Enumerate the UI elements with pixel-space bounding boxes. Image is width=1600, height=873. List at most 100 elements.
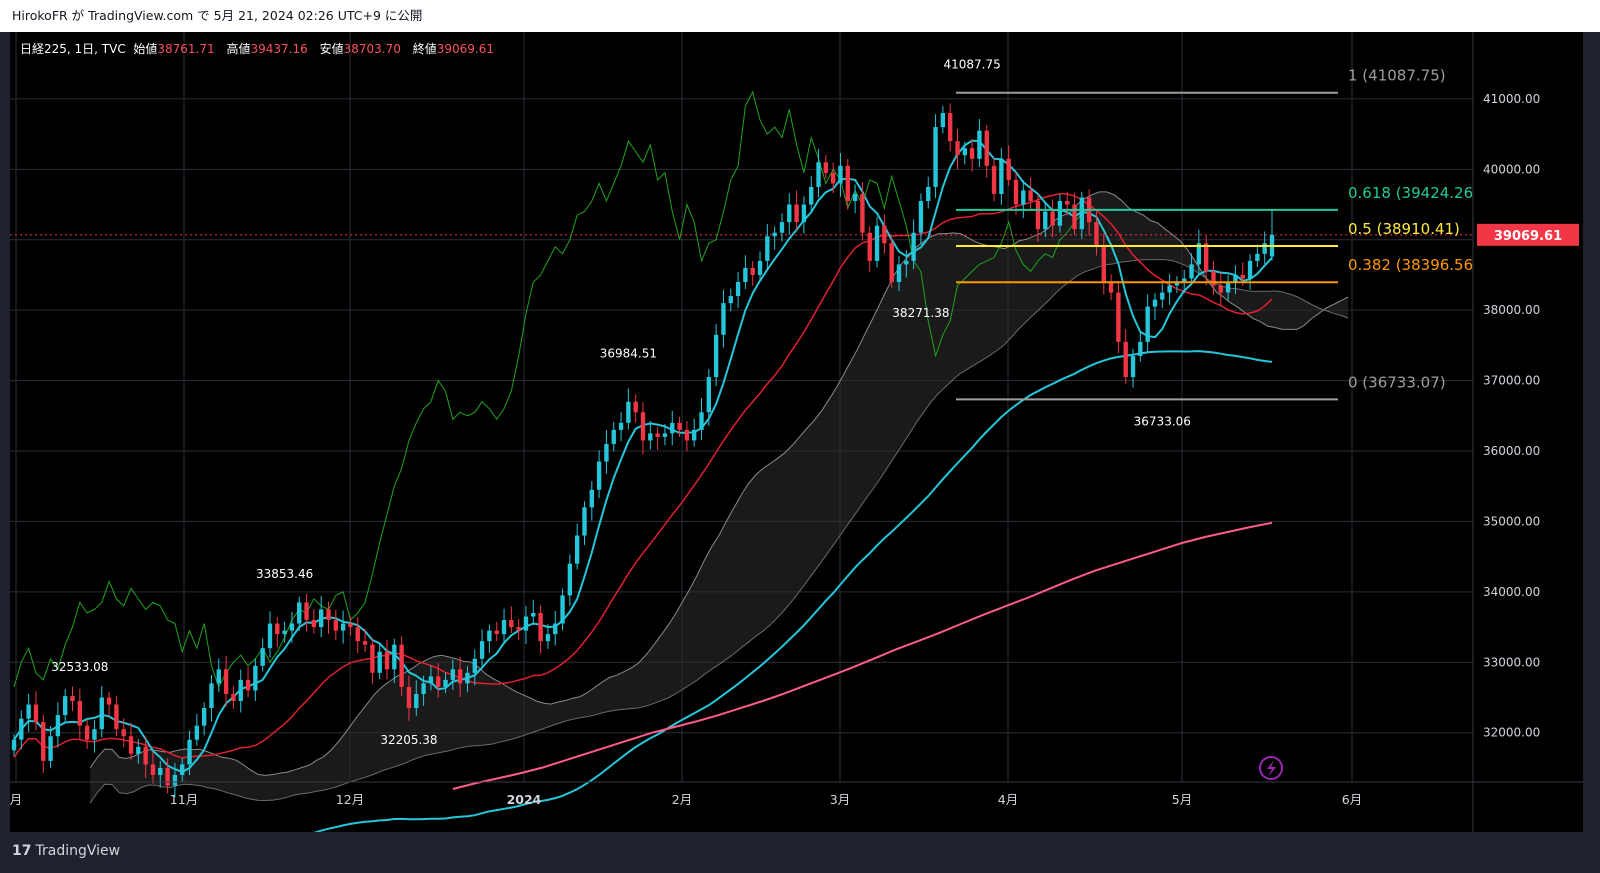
x-tick-label: 6月 (1342, 792, 1362, 807)
candle-body (670, 422, 675, 434)
y-tick-label: 41000.00 (1483, 92, 1540, 106)
chart-area[interactable]: 1 (41087.75) 0.618 (39424.26 0.5 (38910.41… (10, 32, 1583, 868)
candle-body (443, 679, 448, 687)
candle-body (655, 433, 660, 437)
candle-body (77, 701, 83, 726)
candle-body (560, 595, 565, 624)
candle-body (684, 429, 690, 441)
candle-body (1108, 282, 1114, 293)
candle-body (794, 204, 799, 223)
candle-body (238, 679, 243, 702)
candle-body (26, 704, 31, 719)
candle-body (392, 644, 397, 670)
candle-body (662, 433, 668, 437)
candle-body (1218, 285, 1223, 293)
candle-body (377, 651, 382, 673)
candle-body (531, 612, 536, 617)
candle-body (1050, 211, 1055, 226)
candle-body (1138, 341, 1143, 356)
candle-body (618, 422, 624, 430)
x-tick-label: 4月 (998, 792, 1018, 807)
candle-body (1006, 158, 1011, 180)
candle-body (589, 489, 594, 508)
candle-body (889, 243, 894, 282)
price-annotation: 32205.38 (380, 733, 437, 747)
candle-body (874, 225, 880, 261)
tv-logo-mark: 17 (12, 843, 32, 859)
candle-body (845, 165, 850, 202)
candle-body (809, 186, 814, 205)
candle-body (699, 412, 704, 430)
candle-body (604, 443, 609, 462)
candle-body (136, 746, 141, 754)
candle-body (1145, 306, 1150, 342)
candle-body (787, 204, 792, 223)
candle-body (728, 296, 733, 304)
candle-body (399, 644, 404, 687)
price-annotations: 41087.75 38271.38 36984.51 33853.46 32533.08… (51, 58, 1191, 748)
candle-body (955, 141, 960, 156)
candle-body (867, 232, 872, 261)
candle-body (743, 267, 748, 282)
tradingview-logo[interactable]: 17 TradingView (12, 843, 120, 859)
candle-body (801, 204, 807, 223)
candle-body (1043, 211, 1048, 230)
candle-body (977, 130, 982, 159)
ohlc-legend: 日経225, 1日, TVC 始値38761.71 高値39437.16 安値3… (20, 40, 502, 57)
fib-label: 0.618 (39424.26 (1348, 184, 1473, 202)
candle-body (633, 401, 638, 413)
candle-body (991, 165, 997, 194)
candle-body (275, 623, 280, 635)
candle-body (487, 630, 492, 642)
candle-body (1013, 179, 1019, 205)
candle-body (143, 746, 148, 765)
chikou-line (13, 90, 1083, 689)
fibonacci-retracement: 1 (41087.75) 0.618 (39424.26 0.5 (38910.41… (956, 67, 1473, 401)
candle-body (260, 648, 265, 666)
candle-body (158, 767, 163, 775)
candle-body (860, 193, 865, 233)
candle-body (918, 201, 924, 233)
candle-body (231, 693, 236, 702)
x-tick-label: 3月 (830, 792, 850, 807)
candle-body (282, 630, 287, 635)
candle-body (545, 634, 551, 642)
candle-body (1262, 243, 1267, 254)
candle-body (772, 232, 777, 237)
grid (10, 32, 1473, 782)
candle-body (1225, 282, 1231, 293)
candle-body (165, 767, 170, 786)
candle-body (1255, 253, 1260, 261)
candle-body (1123, 341, 1128, 378)
candle-body (406, 686, 412, 709)
candle-body (757, 260, 763, 275)
candle-body (765, 236, 770, 261)
candle-body (706, 377, 712, 413)
candle-body (253, 665, 258, 691)
publish-header: HirokoFR が TradingView.com で 5月 21, 2024… (0, 0, 1600, 32)
price-annotation: 36733.06 (1134, 414, 1191, 428)
axes: 41000.0040000.0039000.0038000.0037000.00… (10, 32, 1583, 832)
candle-body (626, 401, 631, 423)
candle-body (70, 696, 75, 702)
candle-body (1167, 285, 1172, 293)
low-value: 38703.70 (343, 42, 401, 56)
candle-body (297, 602, 302, 624)
y-tick-label: 34000.00 (1483, 585, 1540, 599)
candle-body (648, 433, 653, 441)
candle-body (370, 644, 375, 673)
y-tick-label: 38000.00 (1483, 303, 1540, 317)
candle-body (1152, 299, 1158, 307)
candle-body (355, 627, 360, 642)
chart-svg[interactable]: 1 (41087.75) 0.618 (39424.26 0.5 (38910.41… (10, 32, 1583, 868)
high-value: 39437.16 (250, 42, 308, 56)
last-price-tag (1477, 223, 1579, 246)
candle-body (713, 334, 719, 378)
lightning-icon[interactable] (1259, 756, 1283, 780)
candle-body (735, 282, 741, 297)
candle-body (1028, 190, 1033, 202)
candle-body (114, 704, 119, 730)
candle-body (180, 764, 185, 775)
open-value: 38761.71 (157, 42, 215, 56)
